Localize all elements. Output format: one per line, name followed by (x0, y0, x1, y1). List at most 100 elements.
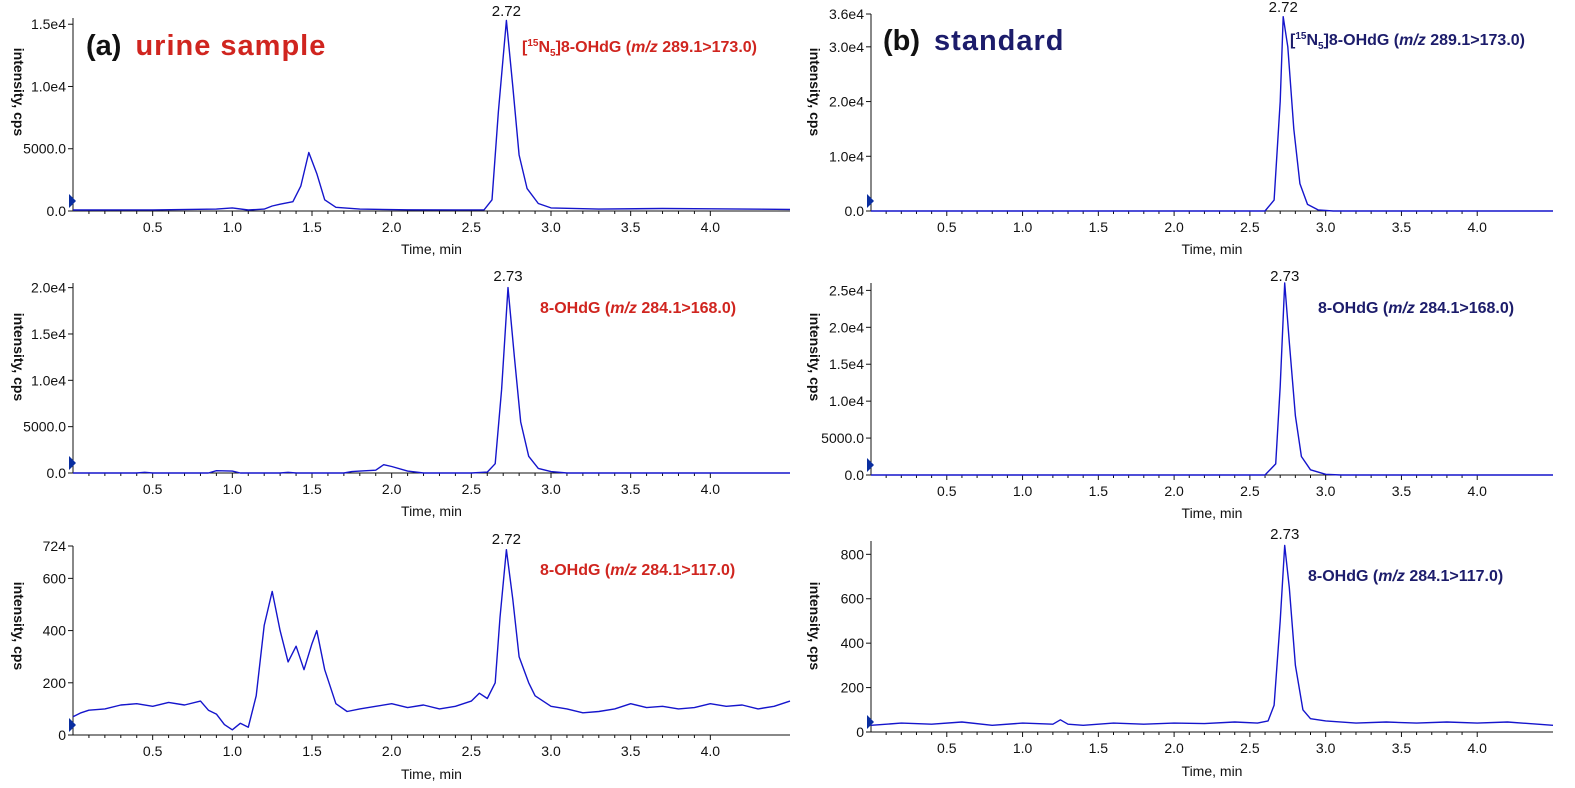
annotation-text: 8-OHdG ( (1308, 568, 1379, 585)
x-axis-label: Time, min (1182, 763, 1243, 779)
x-tick-label: 1.5 (302, 743, 322, 759)
y-tick-label: 1.5e4 (31, 326, 66, 342)
annotation-text: ]8-OHdG ( (556, 39, 632, 56)
x-tick-label: 1.5 (1089, 740, 1109, 756)
annotation-italic: m/z (610, 562, 637, 579)
chromatogram-trace (73, 286, 790, 474)
x-tick-label: 3.0 (1316, 483, 1336, 499)
x-tick-label: 2.0 (382, 219, 402, 235)
y-tick-label: 2.0e4 (31, 280, 66, 296)
annotation-italic: m/z (1399, 32, 1426, 49)
y-tick-label: 600 (841, 591, 865, 607)
x-tick-label: 1.0 (1013, 483, 1033, 499)
annotation-text: 284.1>168.0) (1415, 300, 1514, 317)
x-axis-label: Time, min (1182, 241, 1243, 257)
annotation-text: 8-OHdG ( (1318, 300, 1389, 317)
chart-a1: 0.5 1.0 1.5 2.0 2.5 3.0 3.5 4.0 0.0 5000.0 1.0e4 1.… (11, 3, 791, 257)
y-axis-label: intensity, cps (11, 313, 27, 402)
annotation-superscript: 15 (1295, 31, 1307, 42)
peak-retention-label: 2.73 (1270, 526, 1299, 543)
annotation-text: 289.1>173.0) (1426, 32, 1525, 49)
x-tick-label: 2.0 (382, 743, 402, 759)
y-tick-label: 3.0e4 (829, 39, 864, 55)
y-tick-label: 1.5e4 (829, 356, 864, 372)
x-tick-label: 0.5 (143, 219, 163, 235)
x-tick-label: 1.5 (1089, 219, 1109, 235)
x-tick-label: 2.5 (462, 743, 482, 759)
y-tick-label: 200 (841, 680, 865, 696)
annotation-text: ]8-OHdG ( (1324, 32, 1400, 49)
chart-b2: 0.5 1.0 1.5 2.0 2.5 3.0 3.5 4.0 0.0 5000.0 1.0e4 1.… (807, 268, 1553, 521)
y-tick-label: 800 (841, 546, 865, 562)
x-tick-label: 3.5 (621, 481, 641, 497)
x-tick-label: 0.5 (937, 483, 957, 499)
annotation-text: 8-OHdG ( (540, 562, 611, 579)
x-tick-label: 3.0 (541, 219, 561, 235)
x-tick-label: 2.5 (462, 481, 482, 497)
x-tick-label: 2.5 (462, 219, 482, 235)
chart-a3: 0.5 1.0 1.5 2.0 2.5 3.0 3.5 4.0 0 200 400 600 724 Tim… (11, 531, 791, 782)
y-tick-label: 0.0 (845, 203, 865, 219)
panel-b-heading: (b) standard (883, 25, 1065, 58)
chromatogram-trace (871, 282, 1553, 476)
x-axis-label: Time, min (1182, 505, 1243, 521)
y-tick-label: 1.5e4 (31, 16, 66, 32)
annotation-italic: m/z (631, 39, 658, 56)
y-tick-label: 2.5e4 (829, 282, 864, 298)
x-tick-label: 3.0 (1316, 740, 1336, 756)
chromatogram-trace (72, 19, 791, 211)
x-tick-label: 4.0 (701, 481, 721, 497)
transition-annotation: 8-OHdG (m/z 284.1>168.0) (1318, 300, 1514, 317)
transition-annotation: 8-OHdG (m/z 284.1>117.0) (1308, 568, 1503, 585)
annotation-subscript: 5 (1318, 41, 1324, 52)
y-tick-label: 2.0e4 (829, 94, 864, 110)
baseline-marker (867, 715, 874, 729)
transition-annotation: 8-OHdG (m/z 284.1>168.0) (540, 300, 736, 317)
y-tick-label: 1.0e4 (829, 393, 864, 409)
y-tick-label: 0 (58, 727, 66, 743)
x-tick-label: 2.5 (1240, 740, 1260, 756)
chart-b3: 0.5 1.0 1.5 2.0 2.5 3.0 3.5 4.0 0 200 400 600 800 Tim… (807, 526, 1554, 779)
x-tick-label: 1.0 (223, 481, 243, 497)
chromatogram-trace (72, 549, 791, 731)
y-axis-label: intensity, cps (807, 313, 823, 402)
annotation-text: 284.1>117.0) (637, 562, 735, 579)
chromatogram-trace (870, 544, 1554, 726)
panel-a-heading: (a) urine sample (86, 30, 326, 63)
y-axis-label: intensity, cps (11, 582, 27, 671)
x-tick-label: 3.5 (621, 219, 641, 235)
annotation-text: [ (1290, 32, 1296, 49)
peak-retention-label: 2.73 (493, 268, 522, 285)
x-tick-label: 3.0 (1316, 219, 1336, 235)
y-tick-label: 0 (856, 724, 864, 740)
annotation-text: 284.1>168.0) (637, 300, 736, 317)
y-tick-label: 2.0e4 (829, 319, 864, 335)
annotation-superscript: 15 (527, 38, 539, 49)
y-tick-label: 600 (43, 570, 67, 586)
baseline-marker (69, 456, 76, 470)
y-tick-label: 1.0e4 (829, 148, 864, 164)
x-tick-label: 3.5 (621, 743, 641, 759)
panel-b-label: (b) (883, 25, 921, 57)
peak-retention-label: 2.72 (492, 531, 521, 548)
chart-a2: 0.5 1.0 1.5 2.0 2.5 3.0 3.5 4.0 0.0 5000.0 1.0e4 1.… (11, 268, 790, 519)
y-tick-label: 5000.0 (23, 141, 66, 157)
y-tick-label: 0.0 (47, 203, 67, 219)
annotation-text: [ (522, 39, 528, 56)
y-axis-label: intensity, cps (807, 582, 823, 671)
peak-retention-label: 2.72 (492, 3, 521, 20)
peak-retention-label: 2.73 (1270, 268, 1299, 285)
panel-a-label: (a) (86, 30, 122, 62)
x-axis-label: Time, min (401, 241, 462, 257)
x-tick-label: 0.5 (937, 740, 957, 756)
x-axis-label: Time, min (401, 503, 462, 519)
x-tick-label: 1.0 (1013, 740, 1033, 756)
y-tick-label: 400 (43, 623, 67, 639)
x-tick-label: 0.5 (143, 743, 163, 759)
y-tick-label: 1.0e4 (31, 78, 66, 94)
x-tick-label: 4.0 (1467, 219, 1487, 235)
baseline-marker (69, 194, 76, 208)
x-tick-label: 2.0 (1164, 483, 1184, 499)
x-tick-label: 4.0 (1467, 740, 1487, 756)
